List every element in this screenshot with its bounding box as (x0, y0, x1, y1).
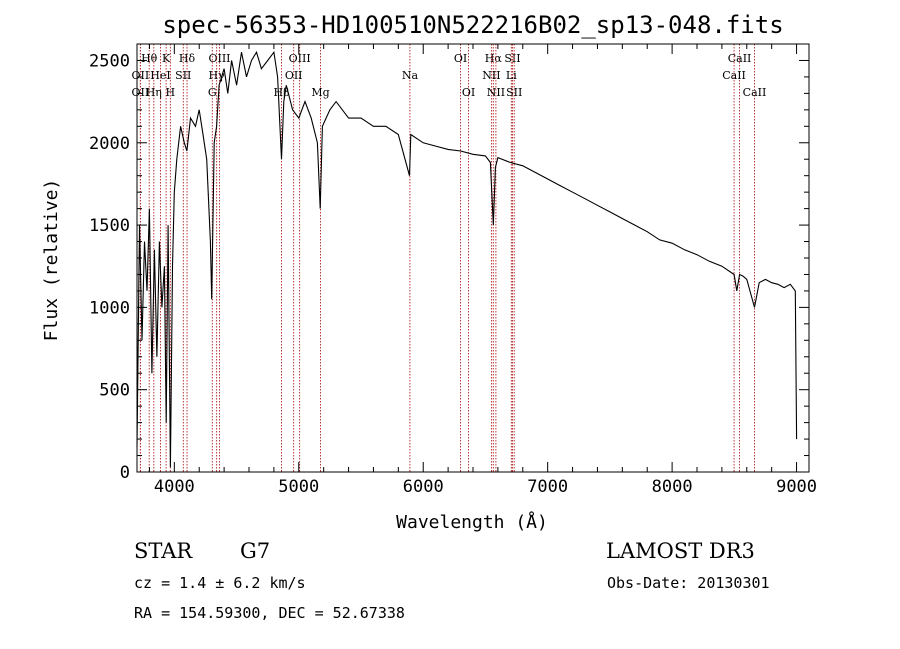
axis-ticks: 4000 5000 6000 7000 8000 9000 0 500 1000 1500 2000… (89, 43, 817, 497)
plot-frame (136, 43, 810, 473)
marker-label-20: Hγ (209, 69, 226, 82)
spectrum-line (136, 50, 798, 468)
x-tick-label-5000: 5000 (278, 477, 319, 497)
y-tick-label-2000: 2000 (89, 134, 130, 154)
marker-label-18: HeI (150, 69, 170, 82)
x-axis-label: Wavelength (Å) (396, 511, 548, 533)
survey-name: LAMOST DR3 (606, 539, 755, 563)
x-tick-label-8000: 8000 (652, 477, 693, 497)
marker-label-24: H (166, 86, 176, 99)
marker-label-1: K (162, 52, 171, 65)
marker-label-16: CaII (743, 86, 767, 99)
marker-label-21: OII (285, 69, 303, 82)
y-tick-label-500: 500 (99, 381, 130, 401)
y-tick-label-1000: 1000 (89, 298, 130, 318)
y-tick-label-1500: 1500 (89, 216, 130, 236)
x-tick-label-7000: 7000 (527, 477, 568, 497)
marker-label-6: OI (454, 52, 467, 65)
y-axis-label: Flux (relative) (41, 179, 62, 342)
marker-label-13: SII (506, 86, 522, 99)
x-tick-label-9000: 9000 (776, 477, 817, 497)
marker-label-25: G (208, 86, 217, 99)
ra-dec-coordinates: RA = 154.59300, DEC = 52.67338 (134, 604, 405, 622)
marker-label-19: SII (175, 69, 191, 82)
x-tick-label-6000: 6000 (403, 477, 444, 497)
marker-label-10: NII (482, 69, 500, 82)
marker-label-22: OII (132, 86, 150, 99)
y-tick-label-0: 0 (120, 463, 130, 483)
marker-label-15: CaII (722, 69, 746, 82)
object-subclass: G7 (240, 539, 271, 563)
redshift-cz: cz = 1.4 ± 6.2 km/s (134, 574, 306, 592)
x-tick-label-4000: 4000 (154, 477, 195, 497)
marker-label-4: OIII (289, 52, 311, 65)
observation-date: Obs-Date: 20130301 (607, 574, 770, 592)
marker-label-11: Li (506, 69, 517, 82)
marker-label-14: CaII (728, 52, 752, 65)
marker-label-5: Na (402, 69, 419, 82)
y-tick-label-2500: 2500 (89, 51, 130, 71)
marker-label-7: OI (462, 86, 475, 99)
marker-label-9: SII (504, 52, 520, 65)
marker-label-0: Hθ (141, 52, 158, 65)
marker-label-12: NII (487, 86, 505, 99)
marker-label-2: Hδ (179, 52, 196, 65)
marker-label-23: Hη (146, 86, 162, 99)
object-class: STAR (134, 539, 193, 563)
chart-title: spec-56353-HD100510N522216B02_sp13-048.f… (162, 11, 783, 39)
marker-label-27: Mg (311, 86, 329, 99)
marker-label-8: Hα (485, 52, 503, 65)
marker-label-3: OIII (208, 52, 230, 65)
